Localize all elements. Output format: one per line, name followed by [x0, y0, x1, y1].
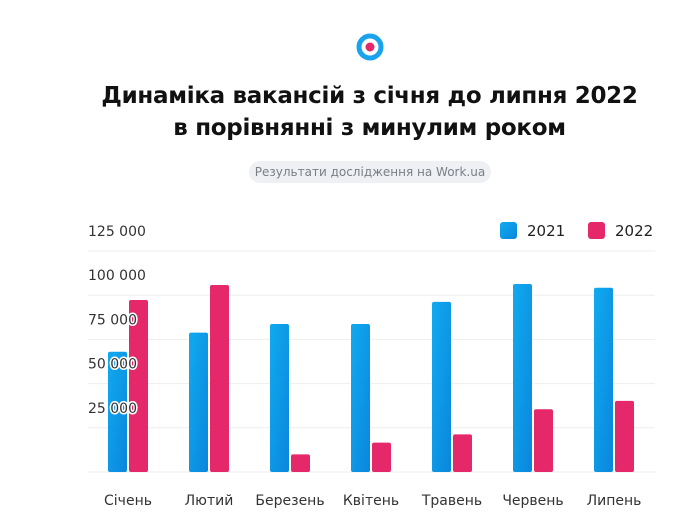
x-tick-label: Червень — [502, 493, 563, 509]
bar-2022 — [453, 434, 472, 472]
title-line-2: в порівнянні з минулим роком — [173, 115, 566, 141]
legend-swatch-2021 — [500, 222, 517, 239]
x-tick-label: Квітень — [343, 493, 399, 509]
bar-2022 — [615, 400, 634, 472]
x-tick-label: Травень — [421, 493, 482, 509]
legend-swatch-2022 — [588, 222, 605, 239]
chart-title: Динаміка вакансій з січня до липня 2022 … — [0, 80, 699, 144]
y-tick-label: 50 000 — [88, 357, 137, 373]
bar-2021 — [513, 284, 532, 472]
legend-label: 2022 — [615, 222, 653, 240]
bar-2021 — [189, 332, 208, 472]
bar-2021 — [108, 351, 127, 472]
target-icon — [356, 33, 384, 61]
bar-2022 — [291, 454, 310, 472]
y-tick-label: 25 000 — [88, 401, 137, 417]
y-tick-label: 75 000 — [88, 312, 137, 328]
bar-2022 — [534, 409, 553, 472]
x-tick-label: Липень — [587, 493, 642, 509]
source-badge: Результати дослідження на Work.ua — [249, 161, 491, 183]
bar-2021 — [432, 301, 451, 472]
legend-label: 2021 — [527, 222, 565, 240]
bar-2021 — [270, 324, 289, 472]
y-tick-label: 100 000 — [88, 268, 146, 284]
y-tick-label: 125 000 — [88, 224, 146, 240]
bar-2021 — [594, 287, 613, 472]
bar-2021 — [351, 324, 370, 472]
bar-2022 — [372, 442, 391, 472]
x-tick-label: Березень — [255, 493, 324, 509]
title-line-1: Динаміка вакансій з січня до липня 2022 — [101, 83, 638, 109]
x-tick-label: Лютий — [185, 493, 234, 509]
x-tick-label: Січень — [104, 493, 152, 509]
bar-2022 — [210, 284, 229, 472]
bar-2022 — [129, 299, 148, 472]
